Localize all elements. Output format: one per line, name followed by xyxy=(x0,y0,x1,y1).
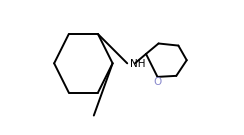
Text: O: O xyxy=(153,77,162,87)
Text: NH: NH xyxy=(130,59,145,69)
